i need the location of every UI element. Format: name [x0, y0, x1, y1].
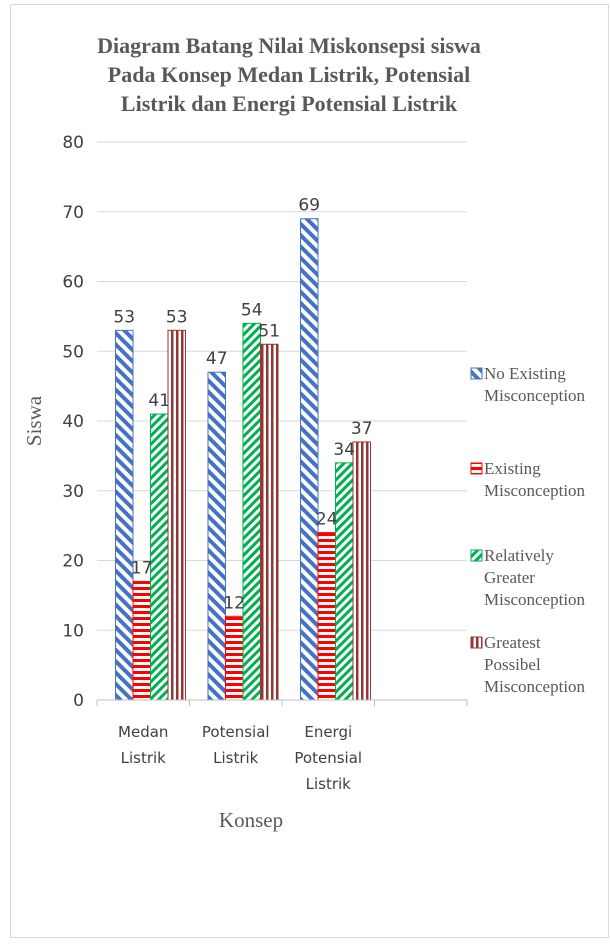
- legend-label: Greatest: [484, 633, 541, 652]
- x-tick-label: Energi: [304, 723, 352, 741]
- bar-greatest-possibel-misconception: [167, 329, 186, 701]
- bar-existing-misconception: [317, 532, 336, 701]
- legend-label: Misconception: [484, 590, 586, 609]
- legend: No Existing Misconception Existing Misconce…: [470, 364, 586, 696]
- bar-relatively-greater-misconception: [150, 413, 169, 701]
- bar-no-existing-misconception: [115, 329, 134, 701]
- y-tick-label: 20: [62, 552, 84, 572]
- x-tick-label: Listrik: [306, 775, 352, 793]
- data-labels: 53 47 69 17 12 24 41 54 34 53 51 37: [113, 196, 372, 614]
- y-tick-label: 70: [62, 203, 84, 223]
- legend-swatch: [470, 462, 483, 475]
- x-tick-label: Listrik: [213, 749, 259, 767]
- legend-swatch: [470, 549, 483, 562]
- y-tick-label: 50: [62, 342, 84, 362]
- x-tick-label: Medan: [118, 723, 168, 741]
- chart-title: Diagram Batang Nilai Miskonsepsi siswa Pa…: [97, 33, 481, 116]
- legend-item-greatest-possibel-misconception: Greatest Possibel Misconception: [470, 633, 586, 696]
- y-tick-label: 80: [62, 133, 84, 153]
- data-label: 12: [223, 593, 245, 613]
- y-tick-label: 10: [62, 621, 84, 641]
- x-axis-ticks: Medan Listrik Potensial Listrik Energi Potens…: [118, 723, 362, 793]
- legend-label: Misconception: [484, 386, 586, 405]
- legend-label: No Existing: [484, 364, 566, 383]
- legend-label: Existing: [484, 459, 541, 478]
- bar-existing-misconception: [132, 580, 151, 701]
- data-label: 69: [298, 196, 320, 216]
- bar-no-existing-misconception: [300, 218, 319, 701]
- legend-label: Relatively: [484, 546, 554, 565]
- legend-label: Misconception: [484, 481, 586, 500]
- data-label: 53: [166, 307, 188, 327]
- data-label: 37: [351, 419, 373, 439]
- data-label: 34: [333, 440, 355, 460]
- bar-existing-misconception: [225, 615, 244, 701]
- bars: [115, 218, 371, 701]
- x-tick-label: Potensial: [202, 723, 270, 741]
- data-label: 41: [148, 391, 170, 411]
- chart-title-line: Diagram Batang Nilai Miskonsepsi siswa: [97, 33, 481, 58]
- legend-item-existing-misconception: Existing Misconception: [470, 459, 586, 500]
- data-label: 51: [258, 321, 280, 341]
- bar-no-existing-misconception: [207, 371, 226, 701]
- data-label: 53: [113, 307, 135, 327]
- chart-frame: Diagram Batang Nilai Miskonsepsi siswa Pa…: [10, 4, 609, 938]
- data-label: 17: [131, 558, 153, 578]
- data-label: 54: [241, 300, 263, 320]
- data-label: 47: [206, 349, 228, 369]
- chart-svg: Diagram Batang Nilai Miskonsepsi siswa Pa…: [22, 33, 586, 832]
- legend-swatch: [470, 636, 483, 649]
- x-axis: [96, 699, 468, 706]
- data-label: 24: [316, 510, 338, 530]
- bar-relatively-greater-misconception: [335, 462, 354, 701]
- legend-swatch: [470, 367, 483, 380]
- legend-label: Misconception: [484, 677, 586, 696]
- y-tick-label: 40: [62, 412, 84, 432]
- y-axis-ticks: 0 10 20 30 40 50 60 70 80: [62, 133, 84, 711]
- chart-title-line: Pada Konsep Medan Listrik, Potensial: [108, 62, 470, 87]
- y-axis-title: Siswa: [22, 395, 46, 446]
- y-tick-label: 0: [73, 691, 84, 711]
- legend-item-no-existing-misconception: No Existing Misconception: [470, 364, 586, 405]
- x-axis-title: Konsep: [219, 808, 283, 832]
- bar-greatest-possibel-misconception: [260, 343, 279, 701]
- y-tick-label: 30: [62, 482, 84, 502]
- x-tick-label: Listrik: [121, 749, 167, 767]
- y-tick-label: 60: [62, 273, 84, 293]
- chart-title-line: Listrik dan Energi Potensial Listrik: [121, 91, 458, 116]
- legend-label: Possibel: [484, 655, 541, 674]
- bar-relatively-greater-misconception: [242, 322, 261, 701]
- bar-greatest-possibel-misconception: [352, 441, 371, 701]
- legend-label: Greater: [484, 568, 535, 587]
- legend-item-relatively-greater-misconception: Relatively Greater Misconception: [470, 546, 586, 609]
- x-tick-label: Potensial: [294, 749, 362, 767]
